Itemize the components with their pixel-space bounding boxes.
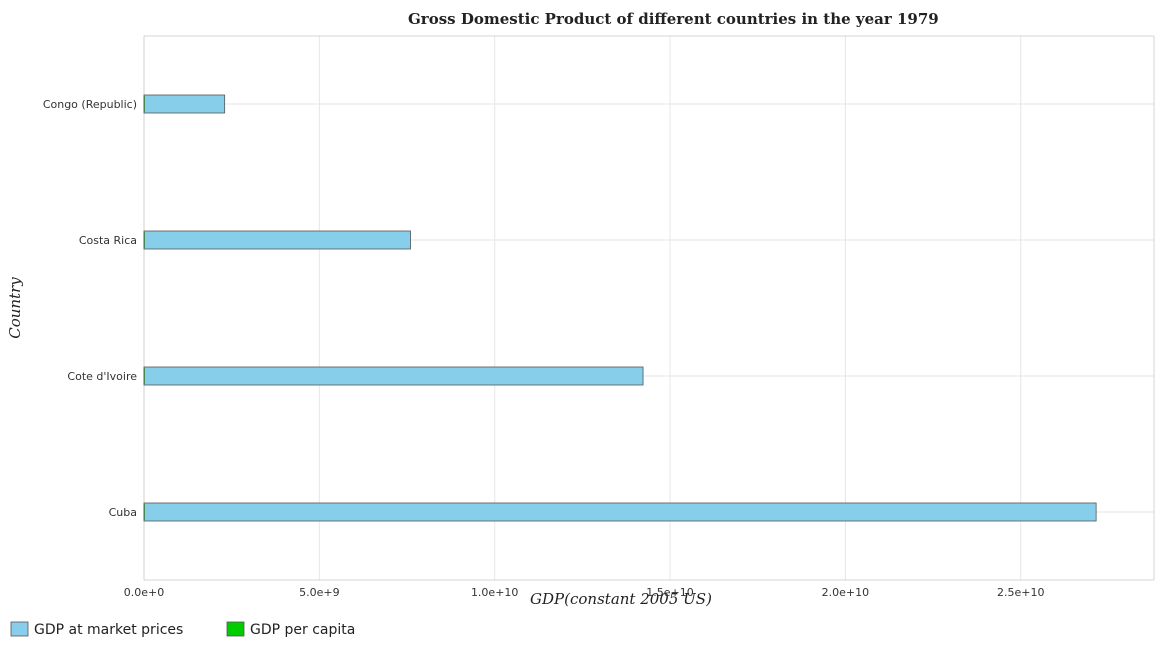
y-tick-label-0: Congo (Republic) bbox=[43, 98, 137, 111]
y-tick-labels: Congo (Republic) Costa Rica Cote d'Ivoire C… bbox=[43, 98, 137, 519]
bar-gdp-market-3 bbox=[143, 502, 1097, 522]
x-tick-labels: 0.0e+0 5.0e+9 1.0e+10 1.5e+10 2.0e+10 2.5e+10 bbox=[124, 586, 1045, 599]
y-tick-label-1: Costa Rica bbox=[79, 234, 137, 247]
x-tick-label-2: 1.0e+10 bbox=[471, 586, 518, 599]
x-tick-label-5: 2.5e+10 bbox=[997, 586, 1044, 599]
legend: GDP at market prices GDP per capita bbox=[10, 621, 355, 638]
x-tick-label-4: 2.0e+10 bbox=[822, 586, 869, 599]
bar-gdp-market-2 bbox=[143, 366, 644, 386]
legend-label-gdp-market: GDP at market prices bbox=[34, 622, 183, 638]
bar-gdp-market-1 bbox=[143, 230, 411, 250]
x-tick-label-3: 1.5e+10 bbox=[646, 586, 693, 599]
bar-gdp-per-capita-0 bbox=[143, 95, 145, 113]
bar-gdp-per-capita-1 bbox=[143, 231, 145, 249]
legend-swatch-gdp-per-capita bbox=[226, 621, 245, 637]
legend-swatch-gdp-market bbox=[10, 621, 29, 637]
grid bbox=[143, 36, 1154, 580]
bar-gdp-per-capita-2 bbox=[143, 367, 145, 385]
y-tick-label-3: Cuba bbox=[109, 506, 137, 519]
bars bbox=[143, 94, 1097, 522]
bar-gdp-market-0 bbox=[143, 94, 226, 114]
legend-label-gdp-per-capita: GDP per capita bbox=[250, 622, 355, 638]
y-axis-label: Country bbox=[6, 277, 24, 339]
bar-gdp-per-capita-3 bbox=[143, 503, 145, 521]
y-tick-label-2: Cote d'Ivoire bbox=[67, 370, 137, 383]
x-axis-label: GDP(constant 2005 US) bbox=[530, 590, 712, 608]
chart-title: Gross Domestic Product of different coun… bbox=[408, 10, 939, 28]
x-tick-label-0: 0.0e+0 bbox=[124, 586, 164, 599]
plot-frame bbox=[143, 35, 1155, 581]
x-tick-label-1: 5.0e+9 bbox=[299, 586, 339, 599]
